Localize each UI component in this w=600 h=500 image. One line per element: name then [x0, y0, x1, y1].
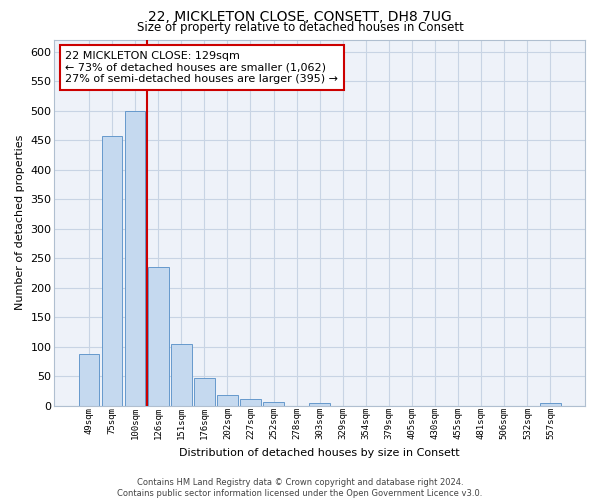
Bar: [240, 399, 261, 406]
Text: Size of property relative to detached houses in Consett: Size of property relative to detached ho…: [137, 21, 463, 34]
Y-axis label: Number of detached properties: Number of detached properties: [15, 135, 25, 310]
Bar: [125, 110, 145, 406]
Text: 22, MICKLETON CLOSE, CONSETT, DH8 7UG: 22, MICKLETON CLOSE, CONSETT, DH8 7UG: [148, 10, 452, 24]
X-axis label: Distribution of detached houses by size in Consett: Distribution of detached houses by size …: [179, 448, 460, 458]
Bar: [171, 344, 191, 406]
Bar: [540, 402, 561, 406]
Text: 22 MICKLETON CLOSE: 129sqm
← 73% of detached houses are smaller (1,062)
27% of s: 22 MICKLETON CLOSE: 129sqm ← 73% of deta…: [65, 51, 338, 84]
Bar: [194, 378, 215, 406]
Bar: [148, 267, 169, 406]
Bar: [79, 354, 100, 406]
Text: Contains HM Land Registry data © Crown copyright and database right 2024.
Contai: Contains HM Land Registry data © Crown c…: [118, 478, 482, 498]
Bar: [310, 402, 330, 406]
Bar: [263, 402, 284, 406]
Bar: [217, 395, 238, 406]
Bar: [101, 136, 122, 406]
